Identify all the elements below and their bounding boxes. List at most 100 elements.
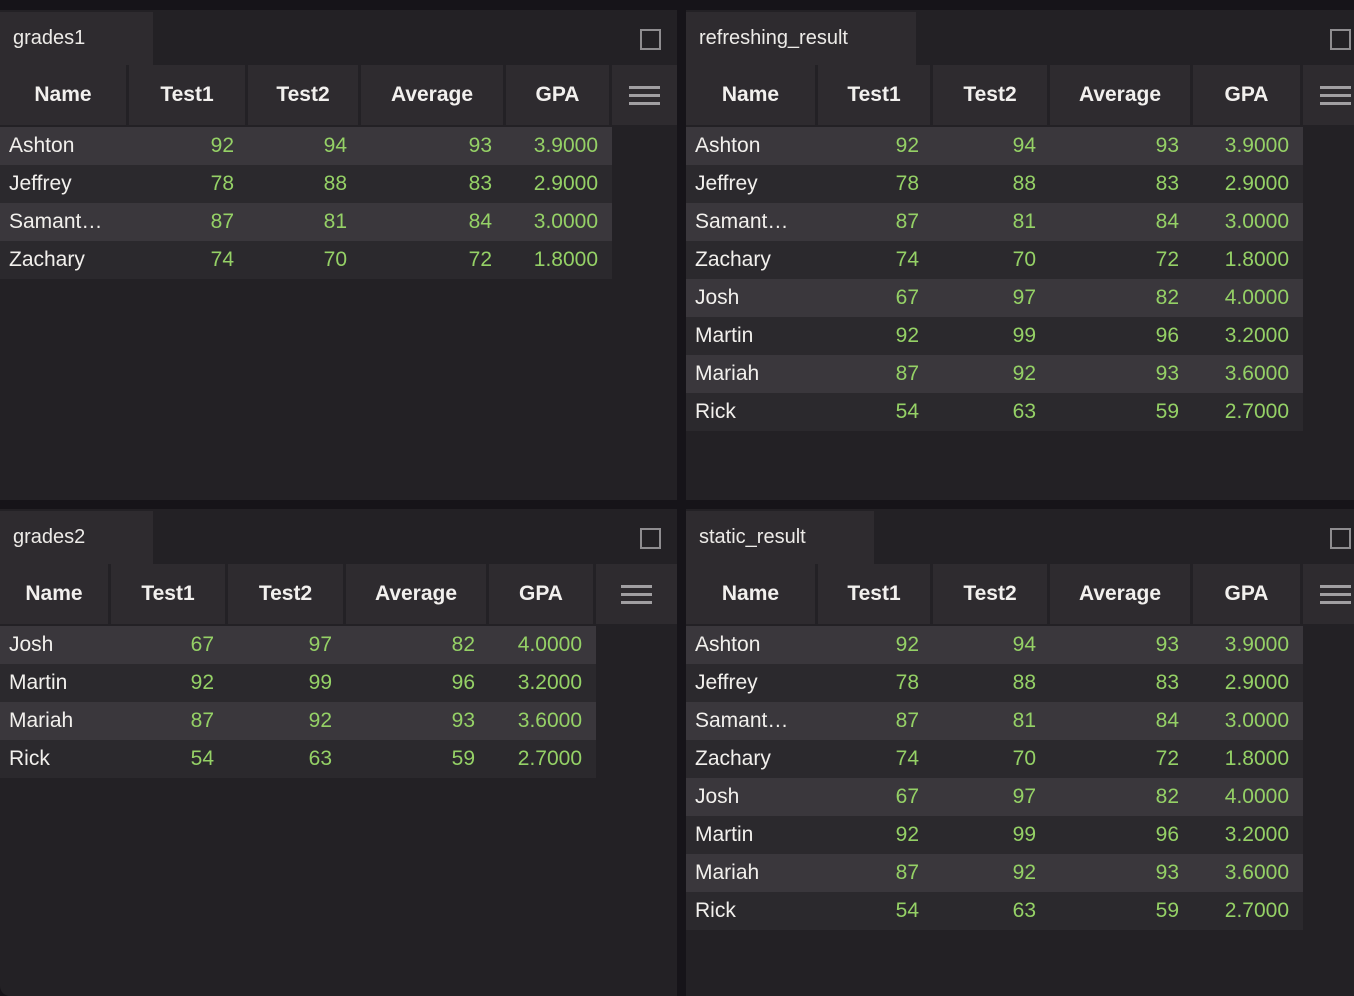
table-row[interactable]: Rick 54 63 59 2.7000 bbox=[0, 740, 596, 778]
cell-name: Martin bbox=[9, 671, 68, 694]
cell-test1: 92 bbox=[210, 134, 234, 157]
column-header-test2[interactable]: Test2 bbox=[228, 564, 343, 624]
table-row[interactable]: Jeffrey 78 88 83 2.9000 bbox=[0, 165, 612, 203]
cell-test1: 54 bbox=[895, 400, 919, 423]
cell-average: 82 bbox=[451, 633, 475, 656]
column-header-gpa[interactable]: GPA bbox=[506, 65, 609, 125]
panel-tab-label: grades2 bbox=[13, 526, 86, 548]
table-row[interactable]: Zachary 74 70 72 1.8000 bbox=[686, 740, 1303, 778]
cell-average: 72 bbox=[1155, 248, 1179, 271]
column-header-name[interactable]: Name bbox=[0, 65, 126, 125]
cell-average: 93 bbox=[468, 134, 492, 157]
cell-name: Rick bbox=[695, 400, 736, 423]
maximize-icon[interactable] bbox=[640, 29, 661, 50]
cell-test1: 87 bbox=[190, 709, 214, 732]
cell-average: 72 bbox=[468, 248, 492, 271]
cell-test2: 70 bbox=[323, 248, 347, 271]
table-row[interactable]: Ashton 92 94 93 3.9000 bbox=[0, 127, 612, 165]
cell-name: Rick bbox=[9, 747, 50, 770]
column-header-test2[interactable]: Test2 bbox=[933, 564, 1047, 624]
cell-test1: 67 bbox=[895, 785, 919, 808]
cell-test2: 94 bbox=[1012, 633, 1036, 656]
cell-name: Mariah bbox=[695, 861, 760, 884]
column-header-test1[interactable]: Test1 bbox=[111, 564, 225, 624]
table-row[interactable]: Ashton 92 94 93 3.9000 bbox=[686, 127, 1303, 165]
cell-average: 83 bbox=[468, 172, 492, 195]
table-row[interactable]: Samant… 87 81 84 3.0000 bbox=[686, 203, 1303, 241]
cell-test1: 92 bbox=[895, 823, 919, 846]
table-row[interactable]: Rick 54 63 59 2.7000 bbox=[686, 892, 1303, 930]
table-row[interactable]: Josh 67 97 82 4.0000 bbox=[686, 778, 1303, 816]
table-row[interactable]: Samant… 87 81 84 3.0000 bbox=[686, 702, 1303, 740]
cell-test1: 78 bbox=[210, 172, 234, 195]
table-row[interactable]: Mariah 87 92 93 3.6000 bbox=[0, 702, 596, 740]
cell-test1: 54 bbox=[190, 747, 214, 770]
cell-average: 82 bbox=[1155, 286, 1179, 309]
cell-average: 96 bbox=[1155, 324, 1179, 347]
table-row[interactable]: Martin 92 99 96 3.2000 bbox=[686, 317, 1303, 355]
column-header-average[interactable]: Average bbox=[361, 65, 503, 125]
column-header-name[interactable]: Name bbox=[686, 65, 815, 125]
cell-gpa: 3.6000 bbox=[1224, 362, 1289, 385]
column-header-name[interactable]: Name bbox=[686, 564, 815, 624]
table-menu-button[interactable] bbox=[596, 564, 677, 624]
cell-average: 93 bbox=[1155, 362, 1179, 385]
table-row[interactable]: Jeffrey 78 88 83 2.9000 bbox=[686, 165, 1303, 203]
cell-average: 83 bbox=[1155, 172, 1179, 195]
cell-average: 59 bbox=[1155, 400, 1179, 423]
column-header-test2[interactable]: Test2 bbox=[248, 65, 358, 125]
column-header-gpa[interactable]: GPA bbox=[489, 564, 593, 624]
cell-gpa: 2.9000 bbox=[1224, 671, 1289, 694]
column-header-average[interactable]: Average bbox=[1050, 65, 1190, 125]
maximize-icon[interactable] bbox=[640, 528, 661, 549]
table-row[interactable]: Ashton 92 94 93 3.9000 bbox=[686, 626, 1303, 664]
column-header-test1[interactable]: Test1 bbox=[818, 564, 930, 624]
table-row[interactable]: Martin 92 99 96 3.2000 bbox=[686, 816, 1303, 854]
cell-name: Zachary bbox=[695, 747, 771, 770]
cell-gpa: 3.2000 bbox=[517, 671, 582, 694]
column-header-test1[interactable]: Test1 bbox=[129, 65, 245, 125]
panel-tab[interactable]: grades1 bbox=[0, 12, 154, 65]
table-row[interactable]: Josh 67 97 82 4.0000 bbox=[0, 626, 596, 664]
table-row[interactable]: Zachary 74 70 72 1.8000 bbox=[0, 241, 612, 279]
panel-tab[interactable]: grades2 bbox=[0, 511, 154, 564]
table-row[interactable]: Zachary 74 70 72 1.8000 bbox=[686, 241, 1303, 279]
cell-test2: 97 bbox=[1012, 286, 1036, 309]
table-menu-button[interactable] bbox=[612, 65, 677, 125]
table-menu-button[interactable] bbox=[1303, 65, 1354, 125]
cell-test2: 94 bbox=[323, 134, 347, 157]
cell-average: 59 bbox=[1155, 899, 1179, 922]
column-header-name[interactable]: Name bbox=[0, 564, 108, 624]
cell-name: Samant… bbox=[9, 210, 103, 233]
cell-test1: 87 bbox=[210, 210, 234, 233]
table-row[interactable]: Martin 92 99 96 3.2000 bbox=[0, 664, 596, 702]
cell-test1: 74 bbox=[895, 747, 919, 770]
panel-tab-label: refreshing_result bbox=[699, 27, 848, 49]
column-header-gpa[interactable]: GPA bbox=[1193, 65, 1300, 125]
cell-gpa: 4.0000 bbox=[1224, 785, 1289, 808]
column-header-average[interactable]: Average bbox=[346, 564, 486, 624]
cell-name: Mariah bbox=[9, 709, 74, 732]
table-row[interactable]: Mariah 87 92 93 3.6000 bbox=[686, 355, 1303, 393]
table-menu-button[interactable] bbox=[1303, 564, 1354, 624]
table-row[interactable]: Jeffrey 78 88 83 2.9000 bbox=[686, 664, 1303, 702]
cell-name: Zachary bbox=[695, 248, 771, 271]
table-row[interactable]: Josh 67 97 82 4.0000 bbox=[686, 279, 1303, 317]
panel-tab[interactable]: static_result bbox=[686, 511, 874, 564]
cell-gpa: 2.9000 bbox=[533, 172, 598, 195]
cell-name: Mariah bbox=[695, 362, 760, 385]
column-header-average[interactable]: Average bbox=[1050, 564, 1190, 624]
hamburger-icon bbox=[629, 85, 660, 105]
table-row[interactable]: Samant… 87 81 84 3.0000 bbox=[0, 203, 612, 241]
table-row[interactable]: Rick 54 63 59 2.7000 bbox=[686, 393, 1303, 431]
column-header-test1[interactable]: Test1 bbox=[818, 65, 930, 125]
column-header-gpa[interactable]: GPA bbox=[1193, 564, 1300, 624]
panel-tab-strip: refreshing_result bbox=[686, 10, 1354, 65]
maximize-icon[interactable] bbox=[1330, 29, 1351, 50]
column-header-test2[interactable]: Test2 bbox=[933, 65, 1047, 125]
panel-tab[interactable]: refreshing_result bbox=[686, 12, 916, 65]
cell-gpa: 3.9000 bbox=[1224, 633, 1289, 656]
maximize-icon[interactable] bbox=[1330, 528, 1351, 549]
cell-gpa: 2.7000 bbox=[1224, 899, 1289, 922]
table-row[interactable]: Mariah 87 92 93 3.6000 bbox=[686, 854, 1303, 892]
